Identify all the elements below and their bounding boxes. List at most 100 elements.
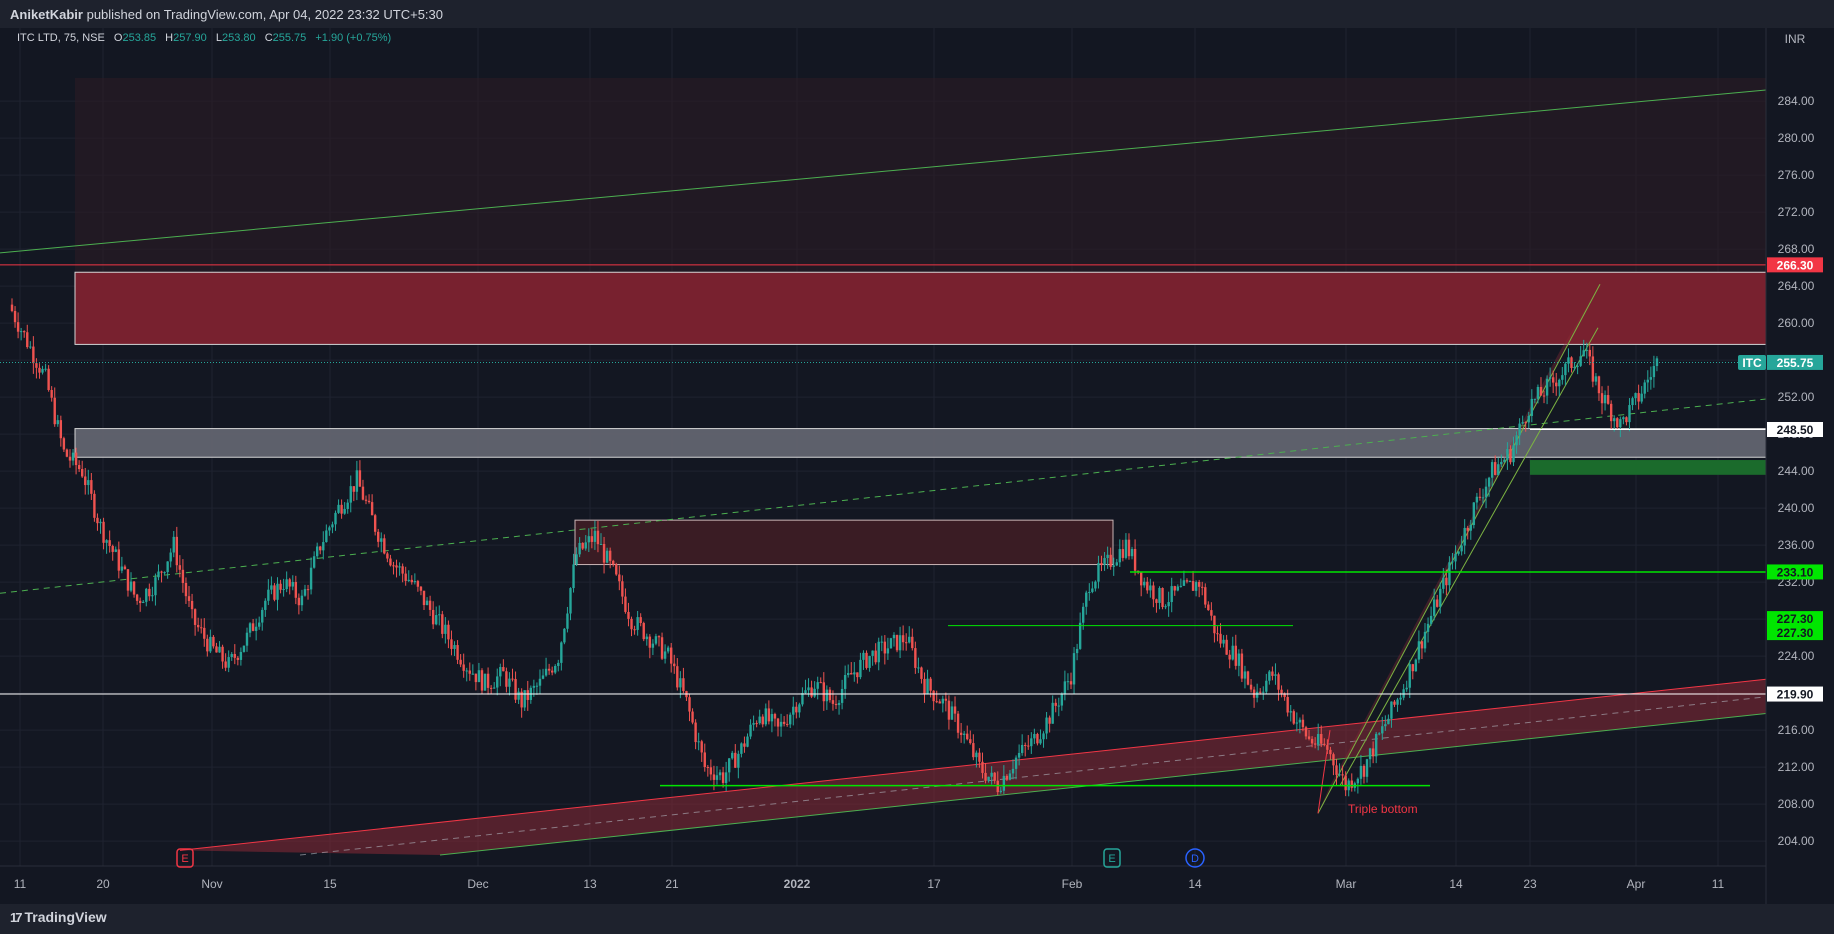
candle-body bbox=[847, 673, 850, 676]
symbol-badge-text: ITC bbox=[1742, 356, 1762, 370]
candle-body bbox=[1628, 405, 1631, 423]
candle-body bbox=[370, 502, 374, 516]
candle-body bbox=[1530, 398, 1534, 416]
candle-body bbox=[1170, 586, 1173, 603]
candle-body bbox=[1469, 525, 1472, 531]
candle-body bbox=[834, 703, 838, 706]
candle-body bbox=[1417, 641, 1421, 660]
candle-body bbox=[1216, 633, 1219, 635]
candle-body bbox=[203, 627, 206, 639]
candle-body bbox=[148, 588, 151, 597]
candle-body bbox=[578, 542, 581, 555]
candle-body bbox=[602, 544, 606, 563]
candle-body bbox=[538, 678, 542, 686]
candle-body bbox=[822, 682, 825, 702]
y-tick-label: 224.00 bbox=[1778, 649, 1815, 663]
level-badge-text: 219.90 bbox=[1777, 688, 1814, 702]
candle-body bbox=[1197, 582, 1201, 587]
candle-body bbox=[627, 611, 630, 619]
candle-body bbox=[1332, 754, 1335, 766]
price-axis[interactable]: 204.00208.00212.00216.00220.00224.00228.… bbox=[1778, 94, 1815, 848]
candle-body bbox=[1100, 562, 1103, 565]
candle-body bbox=[621, 581, 624, 597]
candle-body bbox=[1527, 415, 1530, 423]
candle-body bbox=[209, 636, 212, 652]
last-price-badge bbox=[1767, 354, 1823, 370]
candle-body bbox=[737, 753, 740, 768]
candle-body bbox=[871, 650, 874, 656]
candle-body bbox=[163, 572, 166, 574]
y-tick-label: 280.00 bbox=[1778, 131, 1815, 145]
candle-body bbox=[346, 502, 349, 509]
candle-body bbox=[526, 690, 529, 700]
candle-body bbox=[917, 667, 920, 669]
candle-body bbox=[859, 659, 862, 678]
publisher-name[interactable]: AniketKabir bbox=[10, 7, 83, 22]
candle-body bbox=[761, 716, 764, 725]
time-axis[interactable]: 11 20 Nov 15 Dec 13 21 2022 17 Feb 14 Mar 14 23 Apr 11 bbox=[14, 877, 1725, 891]
ohlc-legend: ITC LTD, 75, NSE O253.85 H257.90 L253.80… bbox=[17, 32, 391, 44]
candle-body bbox=[413, 581, 417, 583]
candle-body bbox=[1265, 680, 1268, 692]
candle-body bbox=[926, 678, 929, 694]
candle-body bbox=[798, 704, 801, 713]
candle-body bbox=[1399, 697, 1402, 700]
candle-body bbox=[319, 546, 322, 551]
candle-body bbox=[560, 642, 563, 663]
candle-body bbox=[267, 589, 270, 601]
candle-body bbox=[1063, 681, 1067, 694]
candle-body bbox=[1027, 745, 1030, 747]
candle-body bbox=[1249, 684, 1253, 690]
candle-body bbox=[1497, 464, 1500, 475]
chart-canvas[interactable]: 204.00208.00212.00216.00220.00224.00228.… bbox=[0, 28, 1834, 904]
candle-body bbox=[975, 752, 978, 758]
candle-body bbox=[566, 613, 569, 629]
candle-body bbox=[901, 635, 905, 643]
candle-body bbox=[1069, 681, 1073, 685]
candle-body bbox=[1011, 768, 1015, 774]
candle-body bbox=[865, 652, 868, 668]
candle-body bbox=[962, 733, 966, 735]
candle-body bbox=[1289, 711, 1292, 713]
candle-body bbox=[645, 636, 648, 640]
candle-body bbox=[996, 780, 999, 793]
candle-body bbox=[462, 664, 465, 671]
candle-body bbox=[1600, 393, 1604, 404]
candle-body bbox=[1310, 738, 1314, 744]
candle-body bbox=[1365, 759, 1369, 777]
zone-resistance bbox=[74, 271, 1766, 345]
candle-body bbox=[789, 714, 792, 725]
horizontal-levels bbox=[0, 264, 1766, 787]
triple-bottom-annotation[interactable]: Triple bottom bbox=[1348, 802, 1418, 816]
candle-body bbox=[38, 367, 41, 373]
candle-body bbox=[1088, 591, 1091, 593]
candle-body bbox=[1613, 418, 1616, 422]
candle-body bbox=[1185, 580, 1189, 582]
candle-body bbox=[563, 628, 566, 643]
y-tick-label: 240.00 bbox=[1778, 501, 1815, 515]
candle-body bbox=[1442, 577, 1445, 589]
candle-body bbox=[1164, 606, 1167, 608]
candle-body bbox=[770, 714, 774, 722]
candle-body bbox=[740, 743, 743, 754]
tradingview-logo[interactable]: 17 TradingView bbox=[10, 909, 107, 925]
candle-body bbox=[1521, 422, 1524, 424]
candle-body bbox=[486, 673, 490, 688]
candle-body bbox=[795, 706, 798, 713]
candle-body bbox=[990, 772, 993, 777]
candle-body bbox=[383, 538, 386, 554]
candle-body bbox=[843, 675, 847, 689]
candle-body bbox=[438, 614, 441, 616]
event-marker-label: E bbox=[1108, 853, 1115, 865]
candle-body bbox=[688, 697, 691, 712]
candle-body bbox=[691, 711, 694, 723]
candle-body bbox=[1304, 727, 1308, 737]
candle-body bbox=[651, 643, 655, 648]
level-badge-text: 233.10 bbox=[1777, 565, 1814, 579]
candle-body bbox=[1402, 689, 1405, 698]
candle-body bbox=[282, 589, 285, 591]
candle-body bbox=[886, 648, 890, 654]
candle-body bbox=[1033, 733, 1036, 739]
